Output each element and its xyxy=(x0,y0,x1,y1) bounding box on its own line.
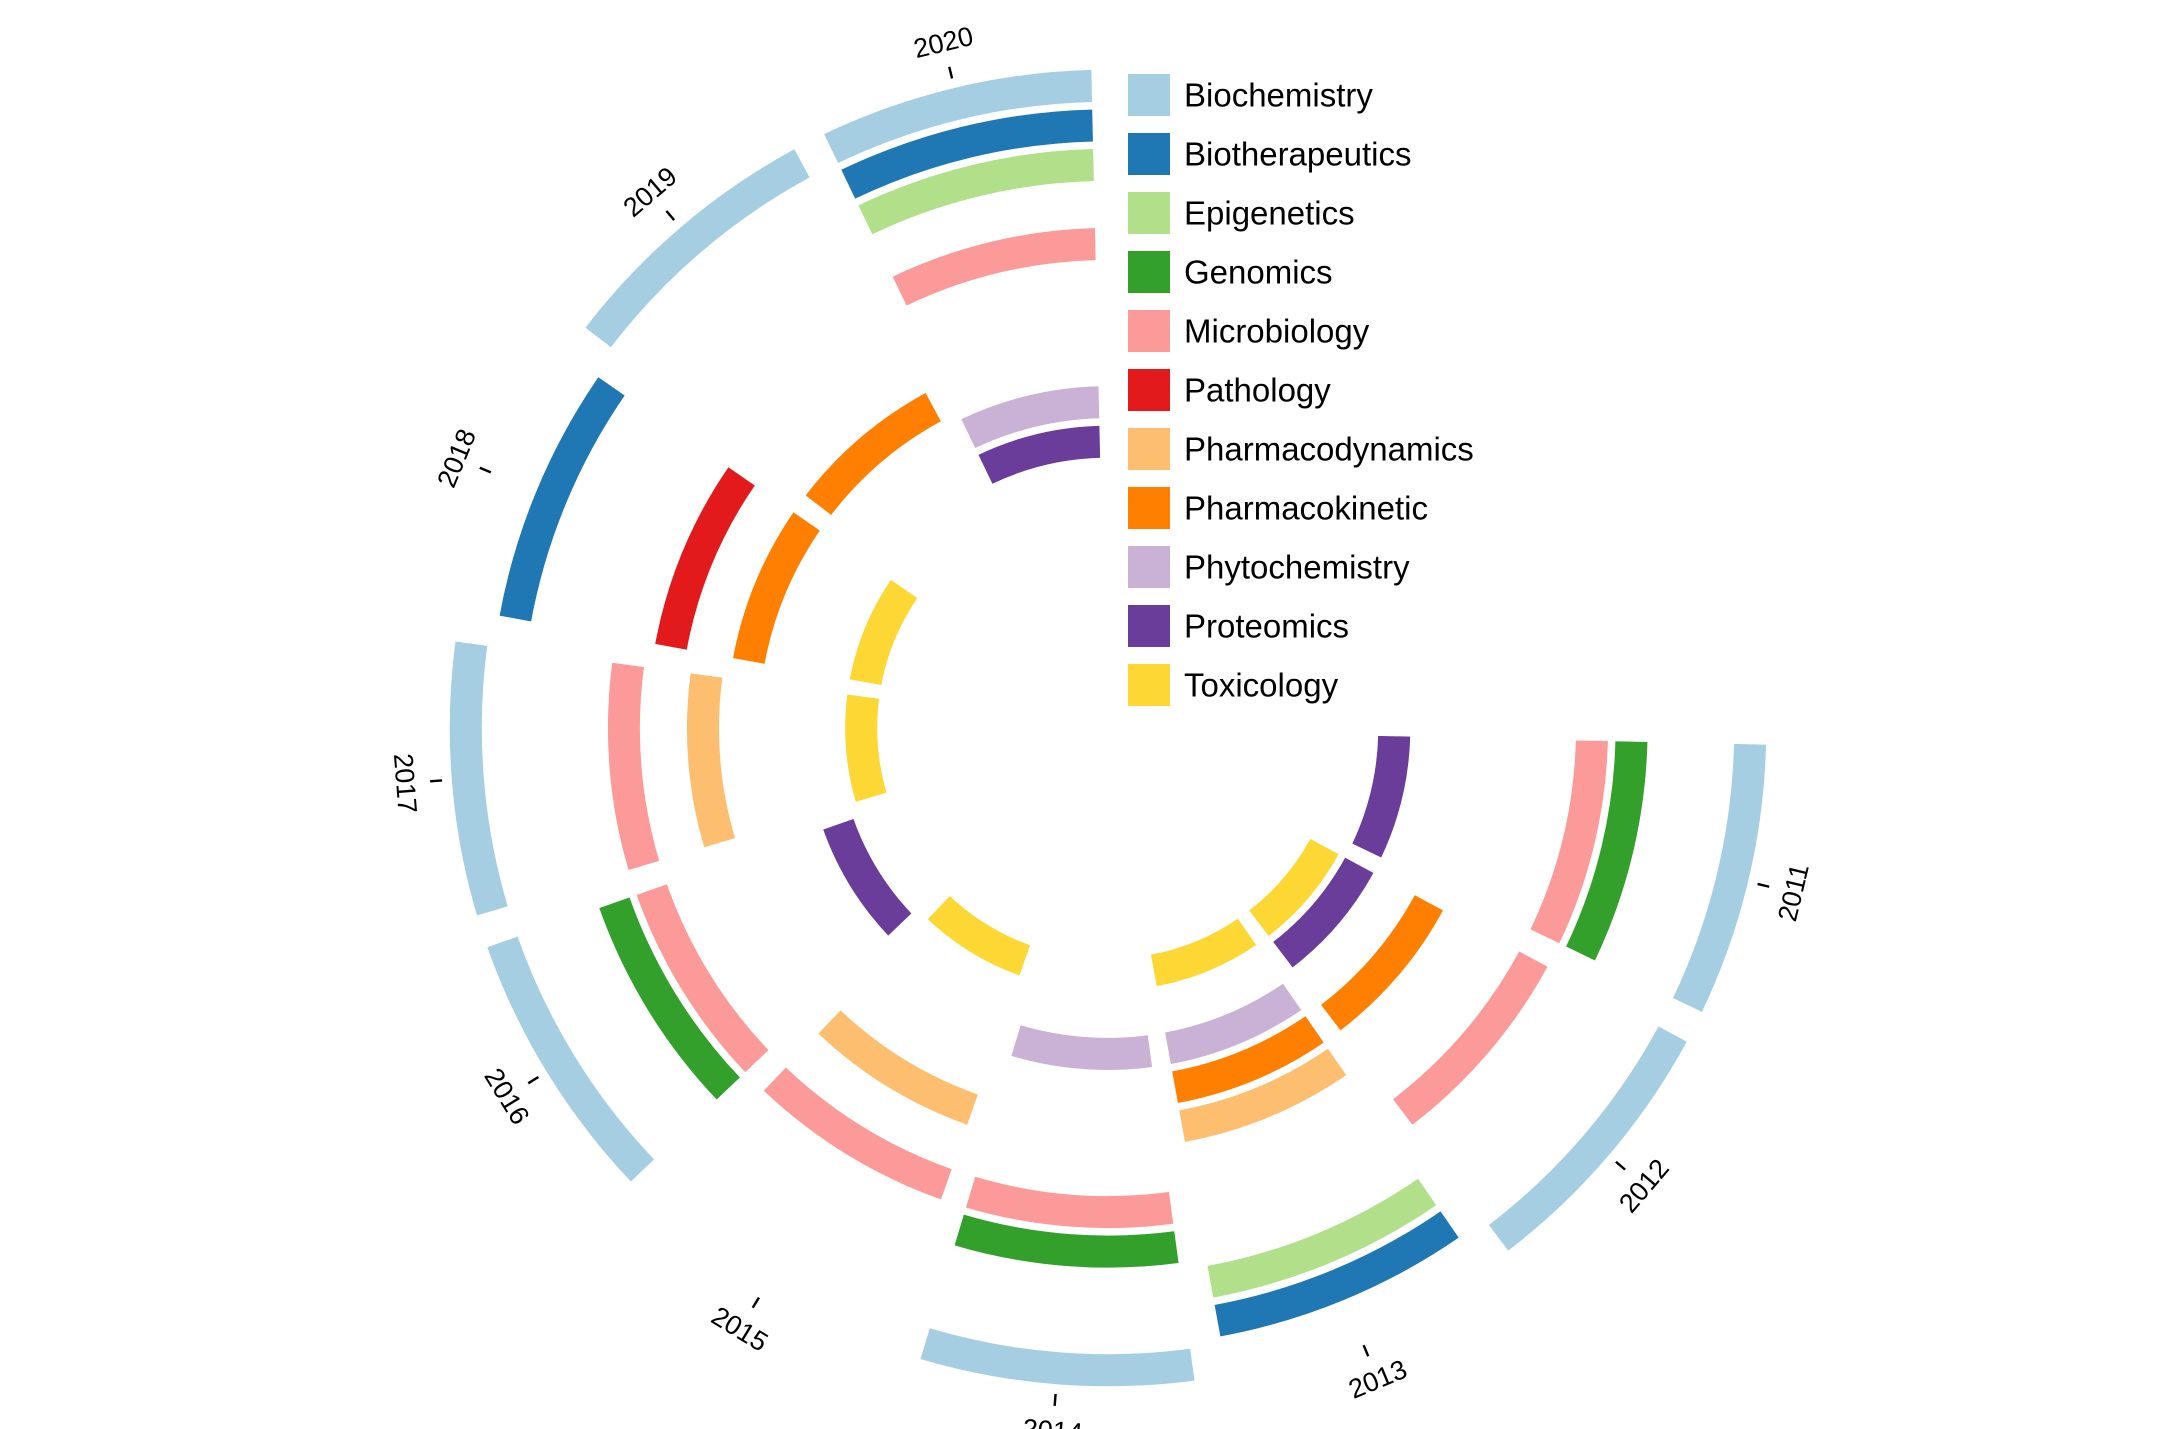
arc-2017-biochemistry xyxy=(446,637,513,920)
arc-2018-biotherapeutics xyxy=(495,372,630,626)
arc-2020-phytochemistry xyxy=(956,382,1103,453)
legend-swatch-biochemistry xyxy=(1128,74,1170,116)
legend-swatch-toxicology xyxy=(1128,664,1170,706)
legend-swatch-biotherapeutics xyxy=(1128,133,1170,175)
arc-2019-biochemistry xyxy=(580,144,815,353)
year-label-2013: 2013 xyxy=(1344,1354,1411,1405)
arc-2020-epigenetics xyxy=(853,145,1098,239)
legend-label-microbiology: Microbiology xyxy=(1184,313,1370,350)
arc-2017-toxicology xyxy=(841,690,891,807)
arc-2014-biochemistry xyxy=(916,1323,1199,1390)
arc-2011-proteomics xyxy=(1347,732,1414,863)
arc-2014-microbiology xyxy=(961,1172,1178,1232)
arc-2017-microbiology xyxy=(604,658,664,875)
arc-2018-pathology xyxy=(651,462,760,654)
arc-2015-microbiology xyxy=(758,1062,957,1204)
year-label-2018: 2018 xyxy=(431,425,482,492)
year-tick-2012 xyxy=(1615,1160,1626,1171)
legend-swatch-proteomics xyxy=(1128,605,1170,647)
year-tick-2019 xyxy=(665,210,676,221)
arc-2013-toxicology xyxy=(1146,913,1262,991)
arc-2020-biochemistry xyxy=(819,66,1096,168)
arc-2015-toxicology xyxy=(922,891,1035,980)
legend-label-pharmacokinetic: Pharmacokinetic xyxy=(1184,490,1428,527)
legend-swatch-pharmacokinetic xyxy=(1128,487,1170,529)
arc-2017-pharmacodynamics xyxy=(683,669,740,852)
arc-2016-genomics xyxy=(594,892,745,1105)
legend-label-toxicology: Toxicology xyxy=(1184,667,1339,704)
legend-label-pharmacodynamics: Pharmacodynamics xyxy=(1184,431,1474,468)
legend-label-phytochemistry: Phytochemistry xyxy=(1184,549,1410,586)
year-label-2015: 2015 xyxy=(706,1301,773,1358)
arc-2012-toxicology xyxy=(1244,834,1344,941)
legend-swatch-phytochemistry xyxy=(1128,546,1170,588)
legend-swatch-genomics xyxy=(1128,251,1170,293)
arc-2020-proteomics xyxy=(973,422,1104,489)
legend-swatch-microbiology xyxy=(1128,310,1170,352)
arc-2013-phytochemistry xyxy=(1161,978,1307,1069)
arc-2014-genomics xyxy=(950,1210,1183,1272)
arc-2020-microbiology xyxy=(888,224,1100,311)
arc-2014-phytochemistry xyxy=(1007,1020,1157,1074)
arc-2013-pharmacokinetic xyxy=(1168,1011,1329,1108)
year-label-2014: 2014 xyxy=(1022,1414,1084,1429)
arc-2016-microbiology xyxy=(632,879,774,1078)
legend-label-pathology: Pathology xyxy=(1184,372,1331,409)
year-tick-2015 xyxy=(751,1296,760,1309)
arc-2016-proteomics xyxy=(818,814,917,941)
arc-2015-pharmacodynamics xyxy=(813,1005,983,1130)
legend-label-genomics: Genomics xyxy=(1184,254,1333,291)
chart-legend: Biochemistry Biotherapeutics Epigenetics Ge… xyxy=(1128,74,1474,706)
arc-2011-biochemistry xyxy=(1668,740,1770,1017)
chart-arcs xyxy=(446,66,1770,1390)
arc-2012-pharmacokinetic xyxy=(1316,890,1448,1036)
arc-2018-toxicology xyxy=(845,574,923,690)
legend-swatch-pharmacodynamics xyxy=(1128,428,1170,470)
arc-2011-microbiology xyxy=(1525,736,1612,948)
arc-2019-pharmacokinetic xyxy=(800,388,946,520)
legend-label-biotherapeutics: Biotherapeutics xyxy=(1184,136,1411,173)
legend-swatch-pathology xyxy=(1128,369,1170,411)
arc-2013-pharmacodynamics xyxy=(1175,1043,1352,1146)
year-label-2017: 2017 xyxy=(388,752,423,814)
arc-2016-biochemistry xyxy=(482,932,660,1187)
year-label-2012: 2012 xyxy=(1613,1153,1675,1218)
arc-2013-biotherapeutics xyxy=(1210,1206,1464,1341)
year-label-2019: 2019 xyxy=(618,161,683,223)
legend-label-biochemistry: Biochemistry xyxy=(1184,77,1373,114)
year-label-2020: 2020 xyxy=(911,21,976,64)
legend-swatch-epigenetics xyxy=(1128,192,1170,234)
year-label-2016: 2016 xyxy=(478,1063,535,1130)
year-tick-2018 xyxy=(479,466,492,474)
legend-label-proteomics: Proteomics xyxy=(1184,608,1349,645)
arc-2020-biotherapeutics xyxy=(836,105,1097,204)
arc-2012-biochemistry xyxy=(1483,1021,1692,1256)
year-tick-2016 xyxy=(527,1076,540,1085)
year-tick-2011 xyxy=(1757,882,1770,888)
year-label-2011: 2011 xyxy=(1772,861,1815,924)
arc-2011-genomics xyxy=(1561,737,1652,966)
year-tick-2020 xyxy=(948,66,954,79)
arc-2012-proteomics xyxy=(1268,852,1379,973)
arc-2018-pharmacokinetic xyxy=(728,507,825,668)
year-tick-2017 xyxy=(430,779,443,783)
arc-2012-microbiology xyxy=(1388,946,1553,1130)
legend-label-epigenetics: Epigenetics xyxy=(1184,195,1355,232)
year-tick-2014 xyxy=(1053,1393,1057,1406)
year-tick-2013 xyxy=(1362,1344,1370,1357)
arc-2013-epigenetics xyxy=(1203,1173,1442,1302)
